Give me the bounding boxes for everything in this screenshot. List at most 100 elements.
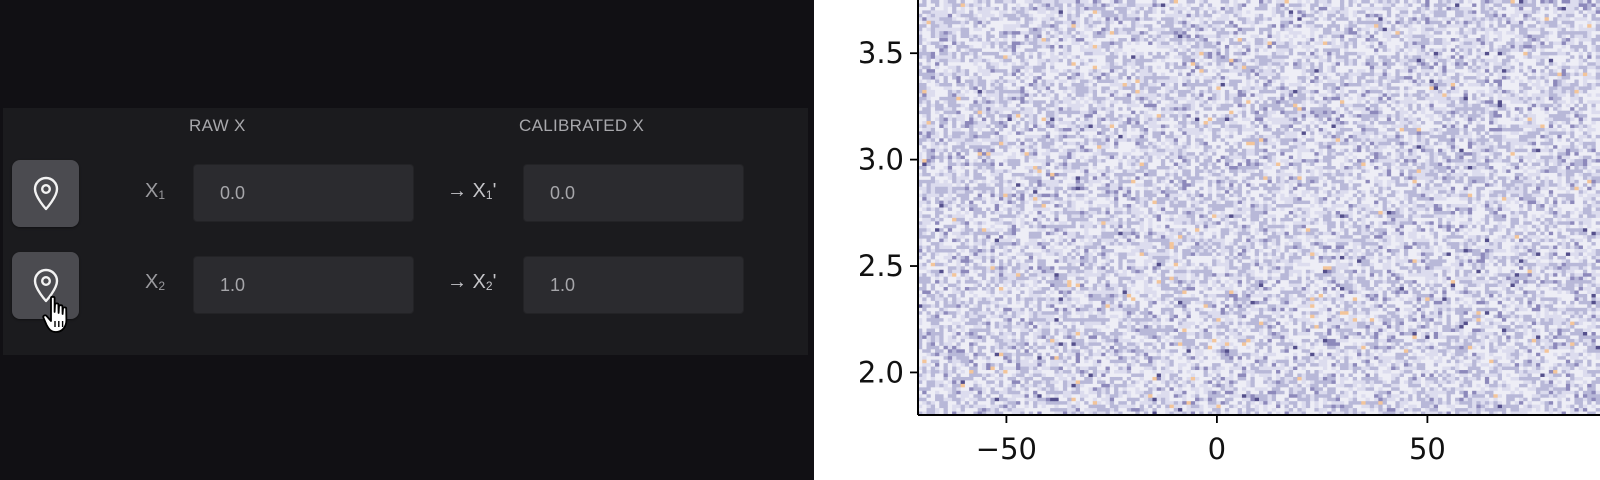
heatmap-cell [1008, 360, 1013, 364]
heatmap-cell [939, 80, 944, 84]
heatmap-cell [978, 256, 983, 260]
heatmap-cell [1029, 363, 1034, 367]
heatmap-cell [1076, 377, 1081, 381]
heatmap-cell [1071, 384, 1076, 388]
heatmap-cell [1008, 218, 1013, 222]
heatmap-cell [982, 256, 987, 260]
heatmap-cell [1042, 287, 1047, 291]
heatmap-cell [965, 14, 970, 18]
heatmap-cell [1020, 318, 1025, 322]
heatmap-cell [1093, 169, 1098, 173]
heatmap-cell [935, 394, 940, 398]
heatmap-cell [1050, 166, 1055, 170]
heatmap-cell [999, 10, 1004, 14]
heatmap-cell [931, 287, 936, 291]
heatmap-cell [1076, 145, 1081, 149]
heatmap-cell [965, 28, 970, 32]
heatmap-cell [1089, 263, 1094, 267]
heatmap-cell [1020, 204, 1025, 208]
heatmap-cell [1020, 380, 1025, 384]
heatmap-cell [944, 21, 949, 25]
heatmap-cell [956, 329, 961, 333]
heatmap-cell [922, 380, 927, 384]
heatmap-cell [935, 225, 940, 229]
heatmap-cell [1008, 176, 1013, 180]
heatmap-cell [931, 346, 936, 350]
heatmap-cell [956, 169, 961, 173]
calibrated-x2-input[interactable]: 1.0 [523, 256, 744, 314]
heatmap-cell [956, 235, 961, 239]
heatmap-cell [1084, 107, 1089, 111]
heatmap-cell [978, 118, 983, 122]
heatmap-cell [978, 342, 983, 346]
heatmap-cell [939, 370, 944, 374]
heatmap-cell [1089, 131, 1094, 135]
heatmap-cell [1008, 342, 1013, 346]
heatmap-cell [973, 277, 978, 281]
heatmap-cell [944, 197, 949, 201]
heatmap-cell [961, 100, 966, 104]
heatmap-cell [948, 273, 953, 277]
heatmap-cell [1080, 90, 1085, 94]
heatmap-cell [922, 301, 927, 305]
heatmap-cell [965, 149, 970, 153]
heatmap-cell [969, 183, 974, 187]
heatmap-cell [1003, 169, 1008, 173]
heatmap-cell [1016, 387, 1021, 391]
heatmap-cell [956, 114, 961, 118]
heatmap-cell [973, 14, 978, 18]
heatmap-cell [986, 55, 991, 59]
heatmap-cell [961, 408, 966, 412]
heatmap-cell [927, 156, 932, 160]
pick-point-1-button[interactable] [12, 160, 79, 227]
heatmap-cell [986, 176, 991, 180]
heatmap-cell [948, 45, 953, 49]
heatmap-cell [982, 159, 987, 163]
heatmap-cell [1084, 156, 1089, 160]
heatmap-cell [1003, 128, 1008, 132]
calibrated-x1-input[interactable]: 0.0 [523, 164, 744, 222]
heatmap-cell [1076, 214, 1081, 218]
heatmap-cell [995, 52, 1000, 56]
heatmap-cell [1063, 152, 1068, 156]
heatmap-cell [1084, 294, 1089, 298]
heatmap-cell [922, 221, 927, 225]
heatmap-cell [1050, 304, 1055, 308]
heatmap-cell [1050, 218, 1055, 222]
heatmap-cell [1042, 35, 1047, 39]
heatmap-cell [1008, 142, 1013, 146]
raw-x1-input[interactable]: 0.0 [193, 164, 414, 222]
heatmap-cell [1054, 232, 1059, 236]
heatmap-cell [1033, 291, 1038, 295]
heatmap-cell [1080, 387, 1085, 391]
heatmap-cell [1012, 55, 1017, 59]
heatmap-cell [995, 3, 1000, 7]
heatmap-cell [978, 322, 983, 326]
heatmap-cell [952, 83, 957, 87]
heatmap-plot[interactable]: 2.0 2.5 3.0 3.5 −50 0 50 [814, 0, 1600, 480]
heatmap-cell [1067, 266, 1072, 270]
heatmap-cell [1025, 45, 1030, 49]
heatmap-cell [948, 408, 953, 412]
heatmap-cell [952, 377, 957, 381]
raw-x2-input[interactable]: 1.0 [193, 256, 414, 314]
heatmap-cell [935, 159, 940, 163]
heatmap-cell [939, 259, 944, 263]
heatmap-cell [1054, 322, 1059, 326]
heatmap-cell [939, 408, 944, 412]
heatmap-cell [1080, 363, 1085, 367]
heatmap-cell [1050, 242, 1055, 246]
heatmap-cell [1003, 159, 1008, 163]
heatmap-cell [1050, 100, 1055, 104]
heatmap-cell [995, 239, 1000, 243]
heatmap-cell [922, 142, 927, 146]
heatmap-cell [948, 363, 953, 367]
heatmap-cell [1050, 287, 1055, 291]
heatmap-cell [1020, 315, 1025, 319]
heatmap-cell [978, 239, 983, 243]
heatmap-cell [935, 24, 940, 28]
heatmap-cell [1042, 235, 1047, 239]
heatmap-cell [1046, 104, 1051, 108]
heatmap-cell [1046, 190, 1051, 194]
heatmap-cell [1084, 10, 1089, 14]
